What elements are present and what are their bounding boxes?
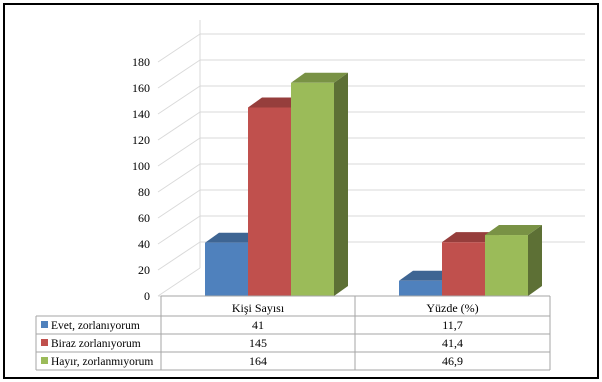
x-category-label: Kişi Sayısı	[232, 301, 285, 315]
y-tick-label: 100	[132, 159, 150, 173]
bar-front	[442, 242, 485, 296]
bar-front	[399, 280, 442, 296]
gridline-side	[157, 59, 201, 89]
table-value: 164	[249, 354, 267, 368]
legend-series-name: Hayır, zorlanmıyorum	[51, 356, 153, 368]
gridline-side	[157, 215, 201, 245]
gridline-side	[157, 111, 201, 141]
bar-top	[205, 232, 262, 243]
bar-top	[485, 225, 542, 236]
y-tick-label: 120	[132, 133, 150, 147]
table-value: 145	[249, 336, 267, 350]
y-tick-label: 20	[138, 263, 150, 277]
bar-side	[528, 225, 542, 296]
gridline-side	[157, 163, 201, 193]
gridline-side	[157, 85, 201, 115]
y-axis-tick-labels: 0 20 40 60 80 100 120 140 160 180	[132, 55, 150, 303]
gridline-side	[157, 33, 201, 63]
legend-series-name: Evet, zorlanıyorum	[51, 320, 140, 332]
bar-top	[442, 232, 499, 243]
bar-front	[291, 82, 334, 296]
gridline-side	[157, 241, 201, 271]
table-value: 11,7	[442, 318, 463, 332]
table-value: 46,9	[442, 354, 463, 368]
bar-front	[248, 107, 291, 296]
y-tick-label: 80	[138, 185, 150, 199]
y-tick-label: 40	[138, 237, 150, 251]
bar	[291, 72, 348, 296]
bar-top	[291, 72, 348, 83]
bars	[205, 72, 542, 296]
legend-series-name: Biraz zorlanıyorum	[51, 338, 141, 350]
bar-top	[399, 270, 456, 281]
bar	[485, 225, 542, 296]
y-tick-label: 60	[138, 211, 150, 225]
table-value: 41,4	[442, 336, 463, 350]
data-table: Kişi Sayısı Yüzde (%) Evet, zorlanıyorum 41…	[35, 295, 551, 371]
floor-left-edge	[157, 267, 201, 297]
y-tick-label: 140	[132, 107, 150, 121]
y-tick-label: 0	[144, 289, 150, 303]
bar-side	[334, 72, 348, 296]
bar-front	[485, 235, 528, 296]
legend-swatch	[41, 339, 48, 346]
legend-swatch	[41, 321, 48, 328]
y-tick-label: 180	[132, 55, 150, 69]
legend-swatch	[41, 357, 48, 364]
x-category-label: Yüzde (%)	[426, 301, 478, 315]
table-value: 41	[252, 318, 264, 332]
gridline-side	[157, 189, 201, 219]
bar-top	[248, 97, 305, 108]
gridline-side	[157, 137, 201, 167]
bar-front	[205, 242, 248, 296]
y-tick-label: 160	[132, 81, 150, 95]
